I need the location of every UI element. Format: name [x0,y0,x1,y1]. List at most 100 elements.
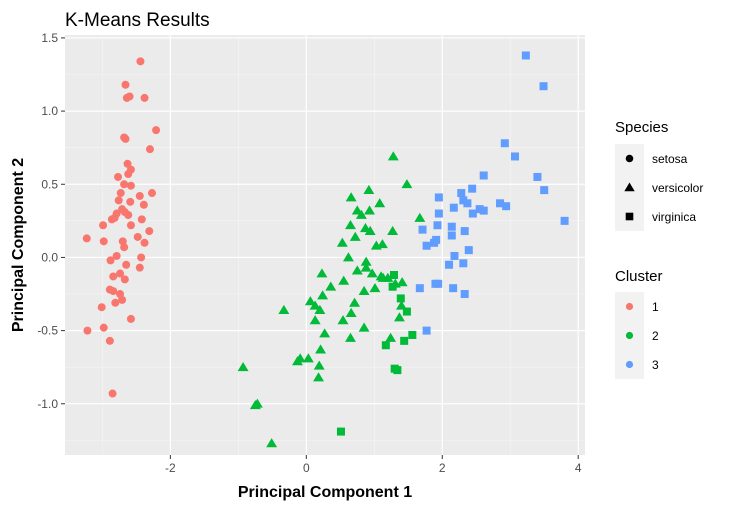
y-tick-label: 0.5 [41,177,58,191]
data-point-virginica-cluster-3 [418,225,427,234]
data-point-virginica-cluster-2 [408,331,417,339]
data-point-setosa-cluster-1 [135,191,144,200]
data-point-versicolor-cluster-2 [345,332,356,342]
legend-label-virginica: virginica [652,210,696,224]
y-tick-label: 0.0 [41,250,58,264]
y-axis-title: Principal Component 2 [10,158,27,332]
data-point-versicolor-cluster-2 [393,312,405,322]
data-point-versicolor-cluster-2 [364,205,375,215]
data-point-setosa-cluster-1 [97,303,106,312]
data-point-setosa-cluster-1 [135,263,144,272]
data-point-virginica-cluster-3 [430,238,439,247]
data-point-setosa-cluster-1 [140,93,149,102]
data-point-virginica-cluster-3 [434,193,443,202]
data-point-virginica-cluster-3 [464,246,473,255]
data-point-virginica-cluster-3 [415,284,424,293]
data-point-versicolor-cluster-2 [414,212,426,222]
data-point-virginica-cluster-3 [434,209,443,218]
data-point-virginica-cluster-3 [463,199,472,208]
x-tick-label: 0 [303,461,310,475]
data-point-setosa-cluster-1 [106,256,115,265]
data-point-virginica-cluster-3 [445,260,454,269]
data-point-versicolor-cluster-2 [377,272,389,282]
y-tick-label: -1.0 [37,397,58,411]
data-point-virginica-cluster-3 [560,216,569,225]
data-point-setosa-cluster-1 [116,189,125,198]
legend-key-cluster-2 [625,331,634,340]
data-point-versicolor-cluster-2 [325,281,337,291]
data-point-setosa-cluster-1 [124,211,133,219]
data-point-virginica-cluster-3 [460,290,469,299]
data-point-virginica-cluster-3 [496,199,505,208]
data-point-setosa-cluster-1 [133,232,142,241]
data-point-versicolor-cluster-2 [363,184,375,195]
data-point-virginica-cluster-3 [450,251,459,260]
data-point-versicolor-cluster-2 [345,307,357,317]
x-tick-label: 2 [439,461,446,475]
plot-panel [65,35,585,455]
data-point-versicolor-cluster-2 [237,361,249,372]
legend-label-cluster-3: 3 [652,358,659,372]
data-point-virginica-cluster-3 [540,186,549,195]
data-point-virginica-cluster-3 [533,172,542,181]
data-points [82,51,569,448]
data-point-setosa-cluster-1 [99,221,108,230]
legend-key-cluster-1 [625,302,634,311]
data-point-versicolor-cluster-2 [355,209,367,219]
data-point-virginica-cluster-3 [475,205,484,214]
data-point-versicolor-cluster-2 [338,275,350,285]
legend-key-cluster-3 [625,360,634,369]
data-point-versicolor-cluster-2 [309,300,321,310]
data-point-setosa-cluster-1 [118,295,127,304]
data-point-setosa-cluster-1 [83,326,92,335]
data-point-versicolor-cluster-2 [349,231,361,241]
data-point-setosa-cluster-1 [121,134,130,143]
data-point-virginica-cluster-2 [396,294,405,303]
data-point-virginica-cluster-2 [400,336,409,345]
data-point-versicolor-cluster-2 [337,315,349,325]
data-point-virginica-cluster-2 [402,307,411,316]
data-point-virginica-cluster-2 [381,341,390,350]
data-point-setosa-cluster-1 [124,170,133,179]
data-point-virginica-cluster-3 [422,241,431,250]
data-point-versicolor-cluster-2 [358,285,370,295]
legend-title-species: Species [615,119,668,136]
data-point-setosa-cluster-1 [126,314,135,323]
data-point-setosa-cluster-1 [152,126,161,135]
data-point-versicolor-cluster-2 [349,297,361,307]
data-point-setosa-cluster-1 [136,57,145,66]
data-point-setosa-cluster-1 [112,251,121,260]
data-point-virginica-cluster-2 [389,271,398,279]
data-point-virginica-cluster-3 [422,326,431,335]
data-point-setosa-cluster-1 [125,92,134,101]
legend-label-setosa: setosa [652,152,688,166]
data-point-setosa-cluster-1 [137,253,146,262]
data-point-setosa-cluster-1 [126,221,135,230]
data-point-versicolor-cluster-2 [387,225,399,235]
x-axis-title: Principal Component 1 [238,484,412,501]
data-point-versicolor-cluster-2 [374,198,386,208]
data-point-virginica-cluster-3 [459,196,468,205]
data-point-versicolor-cluster-2 [313,372,325,382]
data-point-versicolor-cluster-2 [342,252,354,262]
legend-label-cluster-2: 2 [652,329,659,343]
data-point-versicolor-cluster-2 [249,400,261,410]
y-tick-label: 1.5 [41,31,58,45]
data-point-setosa-cluster-1 [114,172,123,181]
data-point-versicolor-cluster-2 [317,290,329,300]
data-point-setosa-cluster-1 [82,234,91,243]
data-point-versicolor-cluster-2 [385,332,397,342]
data-point-versicolor-cluster-2 [316,268,328,278]
data-point-versicolor-cluster-2 [319,328,331,338]
data-point-setosa-cluster-1 [126,197,135,206]
data-point-versicolor-cluster-2 [278,304,290,315]
x-tick-label: -2 [165,461,176,475]
data-point-setosa-cluster-1 [145,145,154,154]
data-point-setosa-cluster-1 [148,189,157,198]
data-point-versicolor-cluster-2 [351,265,363,275]
data-point-versicolor-cluster-2 [309,315,321,325]
data-point-setosa-cluster-1 [140,238,149,247]
data-point-setosa-cluster-1 [120,243,129,252]
x-axis-ticks: -2 0 2 4 [165,455,582,475]
